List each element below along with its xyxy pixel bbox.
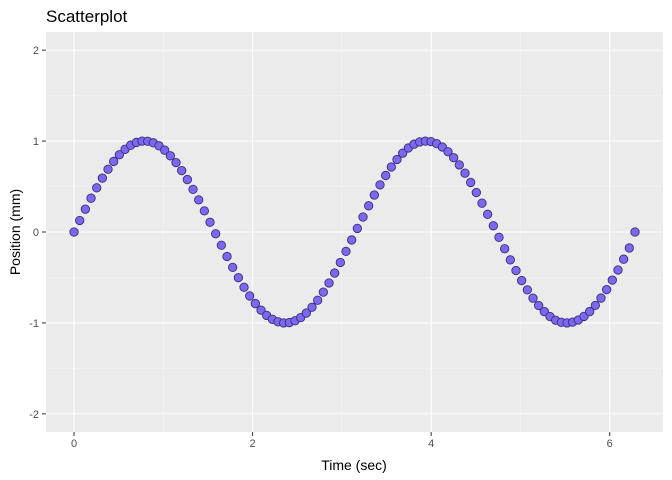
- scatter-point: [233, 273, 243, 283]
- scatter-point: [630, 227, 640, 237]
- scatter-point: [375, 180, 385, 190]
- scatter-point: [358, 212, 368, 222]
- scatter-point: [369, 190, 379, 200]
- scatter-point: [607, 275, 617, 285]
- scatter-point: [324, 278, 334, 288]
- scatter-point: [613, 265, 623, 275]
- scatter-point: [103, 164, 113, 174]
- scatter-point: [471, 187, 481, 198]
- scatter-point: [500, 244, 510, 254]
- y-tick-label: 2: [33, 45, 39, 57]
- scatter-point: [245, 291, 255, 301]
- scatter-point: [454, 160, 464, 170]
- scatter-point: [222, 251, 232, 262]
- scatter-point: [114, 150, 125, 160]
- scatter-point: [619, 254, 629, 264]
- scatter-point: [75, 215, 85, 226]
- scatter-point: [86, 193, 96, 203]
- y-tick-label: -1: [29, 318, 39, 330]
- scatter-point: [69, 227, 79, 237]
- scatter-point: [494, 232, 504, 242]
- scatter-point: [483, 209, 493, 219]
- x-axis-title: Time (sec): [321, 457, 387, 473]
- scatter-point: [449, 153, 459, 163]
- scatter-point: [386, 162, 396, 172]
- scatter-point: [182, 174, 193, 185]
- scatter-point: [585, 306, 595, 317]
- x-tick-label: 6: [607, 438, 613, 450]
- scatter-point: [624, 243, 634, 253]
- scatter-point: [177, 165, 187, 176]
- scatter-point: [318, 287, 328, 297]
- x-tick-label: 4: [428, 438, 434, 450]
- scatter-point: [160, 145, 170, 155]
- scatter-point: [307, 302, 317, 312]
- scatter-point: [194, 195, 204, 205]
- scatter-point: [381, 170, 391, 181]
- x-tick-label: 2: [250, 438, 256, 450]
- scatter-point: [392, 154, 402, 165]
- scatter-point: [534, 300, 544, 311]
- scatter-point: [256, 305, 266, 315]
- scatter-point: [596, 293, 606, 303]
- scatter-point: [590, 300, 600, 311]
- scatter-point: [313, 295, 323, 305]
- scatter-point: [211, 229, 221, 239]
- scatter-point: [199, 206, 210, 216]
- scatter-point: [165, 151, 176, 161]
- scatter-point: [97, 173, 108, 183]
- scatter-point: [466, 177, 476, 188]
- scatter-point: [341, 246, 351, 257]
- scatter-point: [109, 156, 119, 167]
- y-tick-label: 1: [33, 136, 39, 148]
- scatter-point: [398, 148, 408, 158]
- scatter-point: [443, 147, 453, 157]
- scatter-point: [352, 223, 362, 234]
- scatter-point: [250, 298, 260, 309]
- y-tick-label: -2: [29, 409, 39, 421]
- scatter-point: [92, 183, 102, 193]
- data-points: [69, 136, 640, 328]
- scatter-point: [239, 282, 249, 292]
- y-axis-title: Position (mm): [7, 189, 23, 275]
- scatter-point: [511, 265, 521, 276]
- scatter-point: [602, 284, 612, 295]
- scatter-point: [171, 157, 181, 168]
- scatter-point: [205, 217, 215, 227]
- scatter-point: [460, 168, 470, 178]
- scatter-point: [335, 257, 345, 268]
- scatter-point: [330, 268, 340, 278]
- chart-title: Scatterplot: [46, 7, 128, 26]
- scatter-point: [80, 204, 91, 214]
- scatter-point: [364, 201, 374, 211]
- scatter-point: [522, 285, 532, 295]
- scatter-point: [528, 293, 538, 303]
- scatter-point: [228, 262, 238, 273]
- y-tick-label: 0: [33, 227, 39, 239]
- scatter-point: [477, 198, 487, 208]
- scatter-point: [517, 275, 527, 286]
- scatter-point: [347, 235, 357, 245]
- x-tick-label: 0: [71, 438, 77, 450]
- scatter-point: [301, 308, 311, 318]
- scatter-point: [188, 184, 198, 195]
- scatter-point: [488, 221, 498, 231]
- axis-ticks: 0 2 4 6 -2 -1 0 1 2: [29, 45, 613, 450]
- scatter-point: [505, 255, 515, 265]
- scatter-point: [216, 240, 227, 250]
